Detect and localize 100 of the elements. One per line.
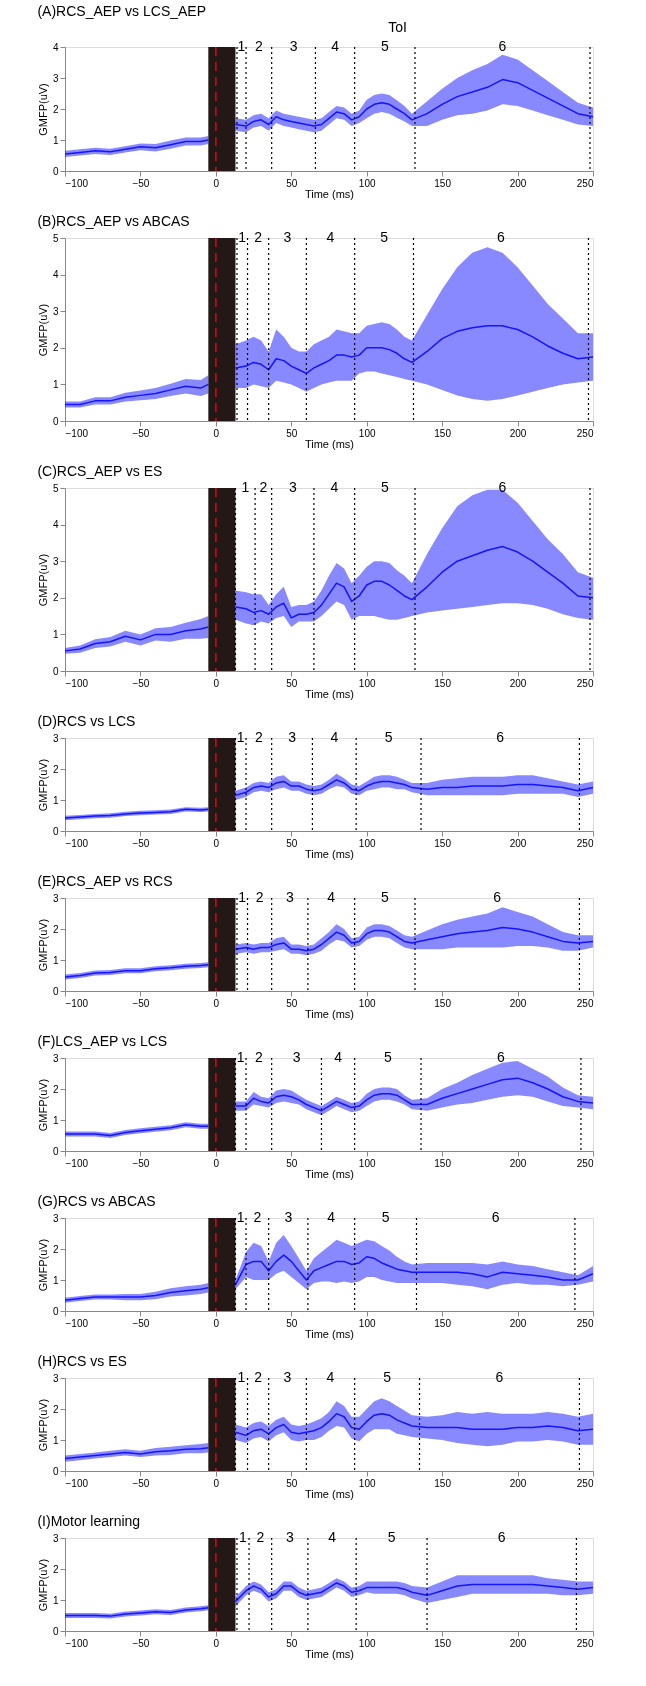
x-tick-label: 200 (509, 997, 527, 1009)
chart-title: (E)RCS_AEP vs RCS (37, 873, 173, 889)
x-tick-label: 50 (286, 1637, 298, 1649)
x-axis-title: Time (ms) (304, 1007, 355, 1020)
y-tick-label: 1 (52, 1434, 59, 1446)
annotation: 2 (259, 479, 268, 495)
x-tick-label: 100 (358, 677, 376, 689)
y-axis-title: GMFP(uV) (36, 1078, 49, 1132)
chart-title: (C)RCS_AEP vs ES (37, 463, 163, 479)
x-tick-label: 50 (286, 1157, 298, 1169)
annotation: 1 (236, 729, 245, 745)
annotation: 2 (254, 38, 263, 54)
x-tick-label: −50 (132, 427, 150, 439)
chart-title: (I)Motor learning (37, 1513, 141, 1529)
y-axis-title: GMFP(uV) (36, 758, 49, 812)
y-tick-label: 4 (52, 519, 59, 531)
annotation: 3 (283, 229, 292, 245)
x-tick-label: 100 (358, 1637, 376, 1649)
x-tick-label: 150 (434, 1477, 452, 1489)
annotation: 2 (254, 1369, 263, 1385)
x-tick-label: −100 (65, 1317, 89, 1329)
annotation: 1 (236, 1209, 245, 1225)
y-tick-label: 0 (52, 165, 59, 177)
y-tick-label: 5 (52, 232, 59, 244)
x-tick-label: −100 (65, 1477, 89, 1489)
x-tick-label: 200 (509, 1157, 527, 1169)
x-tick-label: −100 (65, 177, 89, 189)
y-tick-label: 0 (52, 1465, 59, 1477)
x-tick-label: 50 (286, 677, 298, 689)
x-axis-title: Time (ms) (304, 187, 355, 200)
x-tick-label: −100 (65, 1157, 89, 1169)
x-axis-title: Time (ms) (304, 1167, 355, 1180)
y-tick-label: 1 (52, 378, 59, 390)
x-tick-label: 0 (213, 427, 220, 439)
y-tick-label: 0 (52, 825, 59, 837)
y-tick-label: 1 (52, 1594, 59, 1606)
x-tick-label: 0 (213, 1157, 220, 1169)
y-tick-label: 3 (52, 1212, 59, 1224)
annotation: 2 (256, 1529, 265, 1545)
annotation: 5 (383, 1369, 392, 1385)
x-tick-label: 200 (509, 1477, 527, 1489)
annotation: 6 (497, 1049, 506, 1065)
y-tick-label: 3 (52, 1532, 59, 1544)
x-tick-label: 250 (576, 1317, 594, 1329)
y-tick-label: 2 (52, 1083, 59, 1095)
x-tick-label: 250 (576, 1637, 594, 1649)
x-tick-label: −100 (65, 427, 89, 439)
x-axis-title: Time (ms) (304, 1647, 355, 1660)
x-tick-label: 250 (576, 837, 594, 849)
x-axis-title: Time (ms) (304, 1487, 355, 1500)
y-axis-title: GMFP(uV) (36, 553, 49, 607)
y-tick-label: 1 (52, 628, 59, 640)
annotation: 4 (328, 1529, 337, 1545)
y-tick-label: 3 (52, 72, 59, 84)
annotation: 3 (284, 1209, 293, 1225)
annotation: 6 (491, 1209, 500, 1225)
y-axis-title: GMFP(uV) (36, 1238, 49, 1292)
annotation: 6 (496, 729, 505, 745)
annotation: 2 (254, 229, 263, 245)
annotation: 3 (288, 729, 297, 745)
y-tick-label: 2 (52, 1563, 59, 1575)
x-tick-label: 250 (576, 1477, 594, 1489)
x-tick-label: 100 (358, 837, 376, 849)
x-tick-label: 150 (434, 177, 452, 189)
x-tick-label: 150 (434, 837, 452, 849)
chart-title: (B)RCS_AEP vs ABCAS (37, 213, 190, 229)
y-tick-label: 2 (52, 923, 59, 935)
annotation: 3 (289, 38, 298, 54)
x-tick-label: −50 (132, 837, 150, 849)
y-axis-title: GMFP(uV) (36, 1558, 49, 1612)
annotation: 6 (495, 1369, 504, 1385)
x-tick-label: 250 (576, 677, 594, 689)
x-tick-label: 200 (509, 1637, 527, 1649)
y-tick-label: 0 (52, 1305, 59, 1317)
annotation: 4 (334, 1049, 343, 1065)
x-tick-label: −50 (132, 1477, 150, 1489)
x-tick-label: 150 (434, 1637, 452, 1649)
x-tick-label: 200 (509, 427, 527, 439)
y-tick-label: 3 (52, 892, 59, 904)
chart-title: (D)RCS vs LCS (37, 713, 136, 729)
x-tick-label: 100 (358, 177, 376, 189)
annotation: 4 (330, 729, 339, 745)
y-tick-label: 4 (52, 41, 59, 53)
x-tick-label: 100 (358, 427, 376, 439)
annotation: 1 (241, 479, 250, 495)
text: ToI (388, 19, 407, 35)
y-tick-label: 4 (52, 269, 59, 281)
annotation: 4 (327, 1209, 336, 1225)
annotation: 3 (285, 1529, 294, 1545)
annotation: 6 (497, 1529, 506, 1545)
y-tick-label: 1 (52, 1274, 59, 1286)
annotation: 4 (331, 38, 340, 54)
y-tick-label: 2 (52, 103, 59, 115)
x-tick-label: 0 (213, 837, 220, 849)
y-tick-label: 3 (52, 1052, 59, 1064)
x-tick-label: 150 (434, 1317, 452, 1329)
x-tick-label: 50 (286, 997, 298, 1009)
y-tick-label: 1 (52, 954, 59, 966)
annotation: 4 (327, 889, 336, 905)
x-tick-label: 50 (286, 1477, 298, 1489)
